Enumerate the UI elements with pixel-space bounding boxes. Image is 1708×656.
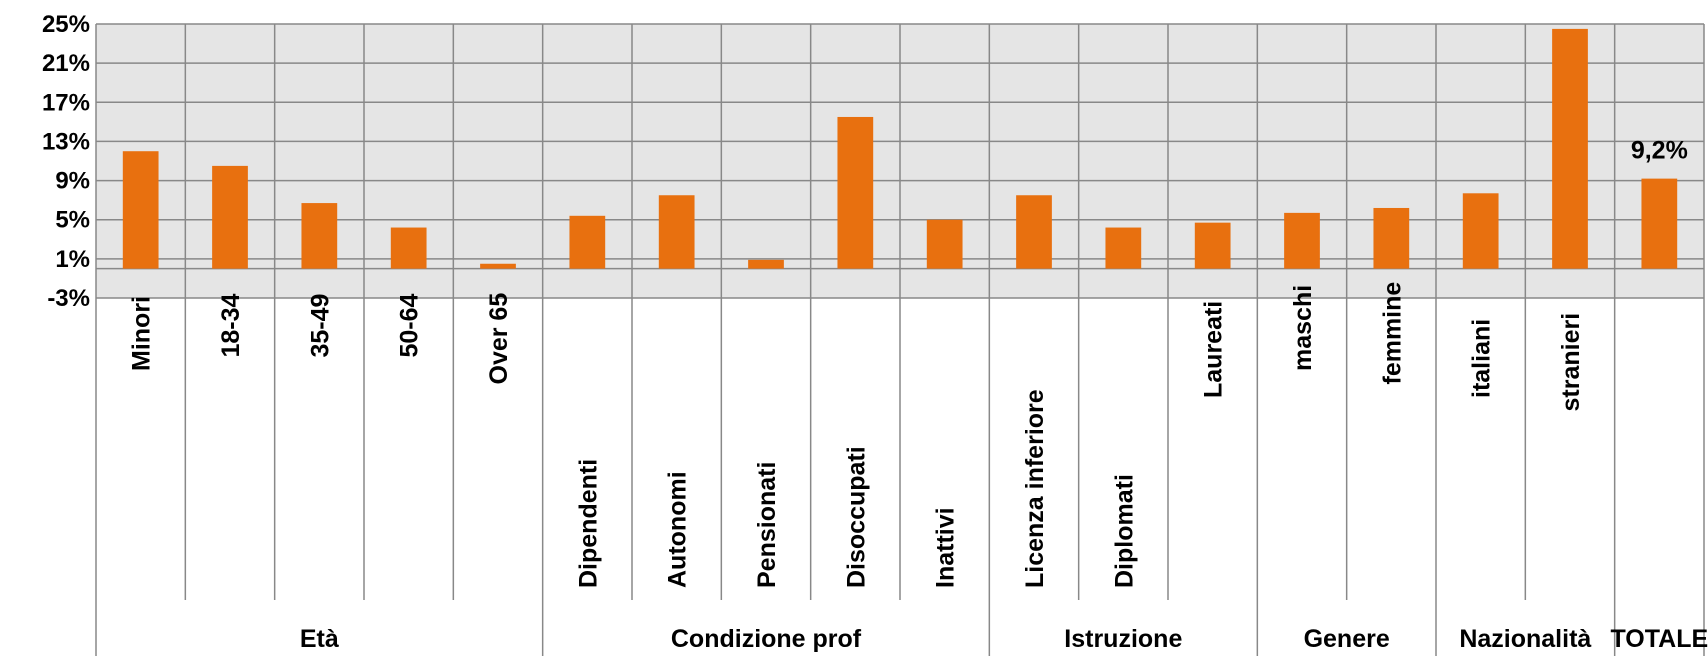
bar-diplomati — [1105, 227, 1142, 269]
x-group-label: Genere — [1304, 625, 1390, 653]
x-category-label: Autonomi — [664, 471, 692, 588]
x-category-label: Minori — [128, 296, 156, 371]
x-axis-category-labels: Minori 18-34 35-49 50-64 Over 65 Dipendenti Au… — [128, 282, 1585, 588]
x-group-label: Età — [300, 625, 339, 653]
bar-italiani — [1462, 193, 1499, 269]
x-category-label: Dipendenti — [574, 459, 602, 588]
bar-dipendenti — [569, 215, 606, 269]
bar-minori — [122, 151, 159, 269]
y-tick-label: 17% — [42, 89, 90, 116]
x-category-label: Over 65 — [485, 293, 513, 385]
bar-femmine — [1373, 207, 1410, 269]
x-category-label: Pensionati — [753, 462, 781, 588]
x-category-label: Disoccupati — [842, 446, 870, 588]
bar-35-49 — [301, 203, 338, 269]
bar-laureati — [1194, 222, 1231, 269]
x-group-label: Nazionalità — [1459, 625, 1591, 653]
bar-50-64 — [390, 227, 427, 269]
x-category-label: 50-64 — [396, 293, 424, 357]
x-category-label: stranieri — [1557, 313, 1585, 412]
data-label: 9,2% — [1631, 137, 1688, 165]
y-tick-label: 25% — [42, 11, 90, 38]
x-category-label: Inattivi — [932, 507, 960, 588]
x-category-label: italiani — [1468, 319, 1496, 398]
x-category-label: Laureati — [1200, 301, 1228, 398]
bar-over-65 — [480, 263, 516, 269]
x-category-label: femmine — [1378, 282, 1406, 385]
bar-autonomi — [658, 195, 695, 269]
y-tick-label: 21% — [42, 50, 90, 77]
x-group-label: Istruzione — [1064, 625, 1182, 653]
y-tick-label: 9% — [55, 168, 90, 195]
y-tick-label: 1% — [55, 246, 90, 273]
bars — [122, 28, 1678, 269]
bar-stranieri — [1552, 28, 1588, 269]
x-group-label: TOTALE — [1610, 625, 1708, 653]
x-category-label: Diplomati — [1110, 474, 1138, 588]
bar-totale — [1641, 178, 1678, 269]
x-axis-group-labels: Età Condizione prof Istruzione Genere Nazion… — [300, 625, 1708, 653]
bar-maschi — [1284, 212, 1320, 269]
y-tick-label: 13% — [42, 128, 90, 155]
x-category-label: maschi — [1289, 285, 1317, 371]
bar-pensionati — [748, 259, 784, 269]
bar-18-34 — [212, 165, 248, 269]
bar-licenza-inferiore — [1016, 195, 1052, 269]
y-axis-ticks: 25% 21% 17% 13% 9% 5% 1% -3% — [42, 11, 90, 312]
y-tick-label: -3% — [47, 285, 90, 312]
x-category-label: Licenza inferiore — [1021, 389, 1049, 588]
x-group-label: Condizione prof — [671, 625, 862, 653]
x-category-label: 18-34 — [217, 293, 245, 357]
x-category-label: 35-49 — [306, 294, 334, 358]
y-tick-label: 5% — [55, 207, 90, 234]
gridlines — [95, 23, 1705, 656]
data-labels: 9,2% — [1631, 137, 1688, 165]
bar-inattivi — [926, 219, 963, 269]
bar-disoccupati — [837, 116, 874, 269]
